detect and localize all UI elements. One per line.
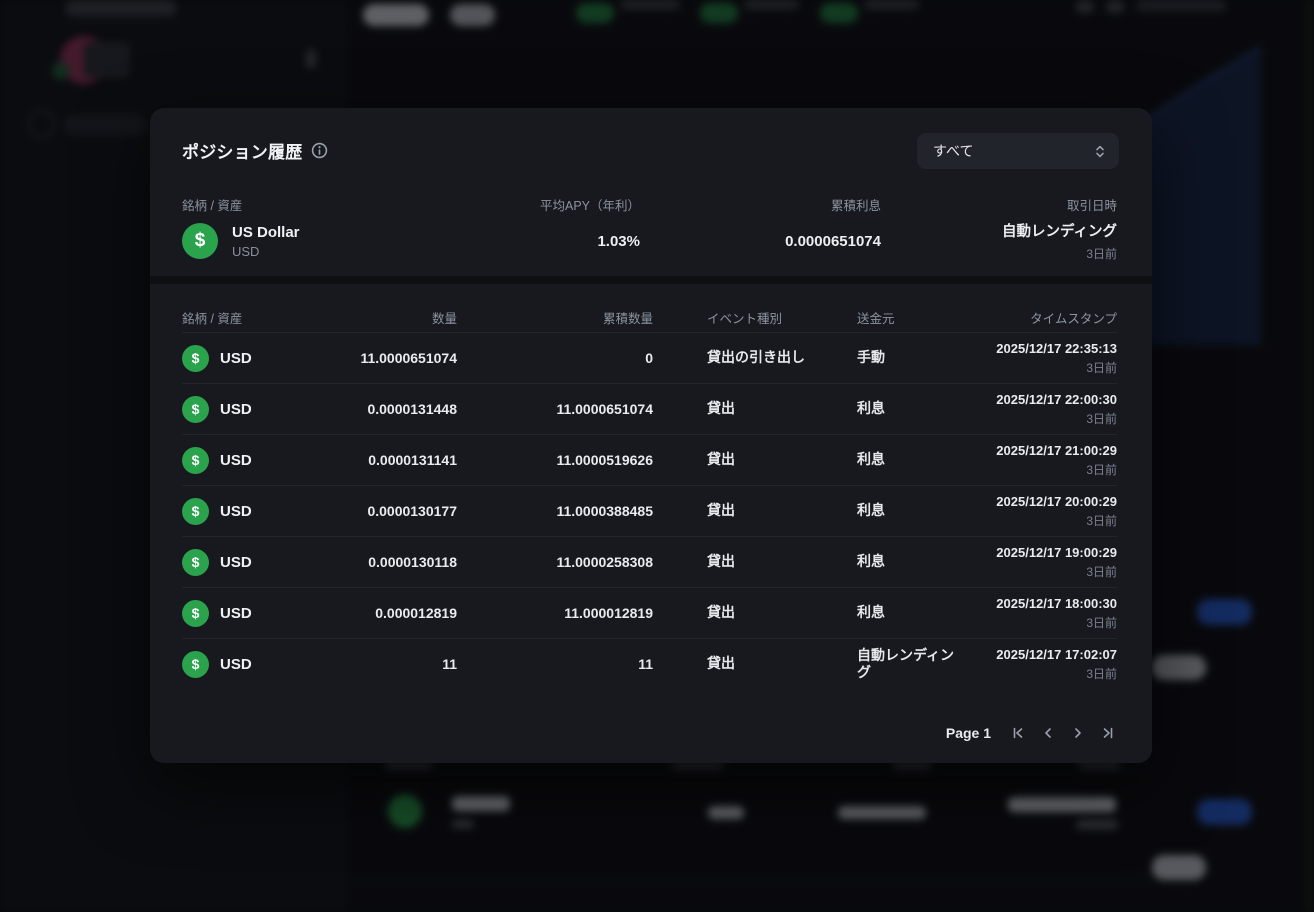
modal-title: ポジション履歴 xyxy=(182,143,303,162)
history-col-cumulative: 累積数量 xyxy=(602,312,653,326)
row-asset-symbol: USD xyxy=(220,451,252,469)
row-timestamp: 2025/12/17 22:35:13 xyxy=(996,340,1117,356)
history-col-timestamp: タイムスタンプ xyxy=(1030,312,1117,326)
row-amount: 0.0000130177 xyxy=(367,503,457,519)
row-source: 利息 xyxy=(857,604,885,621)
asset-symbol: USD xyxy=(232,243,260,259)
row-event-type: 貸出 xyxy=(707,502,735,519)
row-asset-symbol: USD xyxy=(220,604,252,622)
row-source: 利息 xyxy=(857,502,885,519)
row-event-type: 貸出 xyxy=(707,604,735,621)
row-asset-symbol: USD xyxy=(220,655,252,673)
usd-coin-icon: $ xyxy=(182,446,209,474)
summary-col-apy: 平均APY（年利） xyxy=(539,199,640,213)
filter-dropdown[interactable]: すべて xyxy=(917,133,1119,169)
asset-name: US Dollar xyxy=(232,223,300,241)
row-timestamp: 2025/12/17 18:00:30 xyxy=(996,595,1117,611)
row-timestamp: 2025/12/17 17:02:07 xyxy=(996,646,1117,662)
row-relative-time: 3日前 xyxy=(1086,411,1117,426)
history-col-amount: 数量 xyxy=(431,312,457,326)
history-table-row[interactable]: $ USD 0.000012819 11.000012819 貸出 利息 202… xyxy=(182,587,1117,638)
row-relative-time: 3日前 xyxy=(1086,360,1117,375)
row-asset-symbol: USD xyxy=(220,400,252,418)
row-cumulative: 11.0000651074 xyxy=(556,401,653,417)
history-table-row[interactable]: $ USD 11.0000651074 0 貸出の引き出し 手動 2025/12… xyxy=(182,332,1117,383)
row-event-type: 貸出 xyxy=(707,400,735,417)
row-source: 自動レンディング xyxy=(857,646,955,681)
next-page-button[interactable] xyxy=(1067,722,1089,744)
apy-value: 1.03% xyxy=(597,232,640,250)
row-event-type: 貸出 xyxy=(707,553,735,570)
row-relative-time: 3日前 xyxy=(1086,564,1117,579)
row-asset-symbol: USD xyxy=(220,502,252,520)
row-asset-symbol: USD xyxy=(220,349,252,367)
history-table-row[interactable]: $ USD 0.0000131141 11.0000519626 貸出 利息 2… xyxy=(182,434,1117,485)
history-col-asset: 銘柄 / 資産 xyxy=(182,312,243,326)
row-source: 利息 xyxy=(857,451,885,468)
row-asset-symbol: USD xyxy=(220,553,252,571)
history-table-header: 銘柄 / 資産 数量 累積数量 イベント種別 送金元 タイムスタンプ xyxy=(182,308,1117,327)
row-timestamp: 2025/12/17 21:00:29 xyxy=(996,442,1117,458)
usd-coin-icon: $ xyxy=(182,344,209,372)
row-amount: 0.0000131141 xyxy=(368,452,457,468)
summary-relative-time: 3日前 xyxy=(1086,247,1117,261)
history-col-event: イベント種別 xyxy=(707,312,783,326)
row-cumulative: 11.000012819 xyxy=(564,605,653,621)
row-amount: 0.0000131448 xyxy=(367,401,457,417)
summary-table-header: 銘柄 / 資産 平均APY（年利） 累積利息 取引日時 xyxy=(182,195,1117,214)
summary-col-asset: 銘柄 / 資産 xyxy=(182,199,243,213)
summary-event: 自動レンディング xyxy=(1002,224,1117,240)
row-relative-time: 3日前 xyxy=(1086,462,1117,477)
info-icon[interactable] xyxy=(311,142,328,159)
row-timestamp: 2025/12/17 20:00:29 xyxy=(996,493,1117,509)
row-cumulative: 11 xyxy=(638,656,653,672)
usd-coin-icon: $ xyxy=(182,223,218,259)
usd-coin-icon: $ xyxy=(182,599,209,627)
row-amount: 0.000012819 xyxy=(375,605,457,621)
usd-coin-icon: $ xyxy=(182,497,209,525)
row-cumulative: 0 xyxy=(645,350,653,366)
filter-dropdown-value: すべて xyxy=(933,143,974,159)
history-table-row[interactable]: $ USD 11 11 貸出 自動レンディング 2025/12/17 17:02… xyxy=(182,638,1117,689)
row-timestamp: 2025/12/17 19:00:29 xyxy=(996,544,1117,560)
row-relative-time: 3日前 xyxy=(1086,513,1117,528)
row-amount: 11 xyxy=(442,656,457,672)
row-cumulative: 11.0000258308 xyxy=(556,554,653,570)
history-table-row[interactable]: $ USD 0.0000131448 11.0000651074 貸出 利息 2… xyxy=(182,383,1117,434)
summary-col-interest: 累積利息 xyxy=(830,199,881,213)
usd-coin-icon: $ xyxy=(182,650,209,678)
row-relative-time: 3日前 xyxy=(1086,666,1117,681)
position-history-modal: ポジション履歴 すべて 銘柄 / 資産 平均APY（年利） 累積利息 xyxy=(150,108,1152,763)
history-table-body: $ USD 11.0000651074 0 貸出の引き出し 手動 2025/12… xyxy=(182,332,1117,689)
history-table-row[interactable]: $ USD 0.0000130177 11.0000388485 貸出 利息 2… xyxy=(182,485,1117,536)
history-table-row[interactable]: $ USD 0.0000130118 11.0000258308 貸出 利息 2… xyxy=(182,536,1117,587)
row-event-type: 貸出 xyxy=(707,655,735,672)
summary-row[interactable]: $ US Dollar USD 1.03% 0.0000651074 自動レンデ… xyxy=(182,220,1117,262)
modal-summary-section: ポジション履歴 すべて 銘柄 / 資産 平均APY（年利） 累積利息 xyxy=(150,108,1152,276)
row-relative-time: 3日前 xyxy=(1086,615,1117,630)
row-source: 利息 xyxy=(857,553,885,570)
usd-coin-icon: $ xyxy=(182,395,209,423)
row-event-type: 貸出 xyxy=(707,451,735,468)
row-source: 利息 xyxy=(857,400,885,417)
history-col-source: 送金元 xyxy=(857,312,895,326)
previous-page-button[interactable] xyxy=(1037,722,1059,744)
row-amount: 11.0000651074 xyxy=(360,350,457,366)
chevron-up-down-icon xyxy=(1094,144,1106,159)
last-page-button[interactable] xyxy=(1097,722,1119,744)
usd-coin-icon: $ xyxy=(182,548,209,576)
row-cumulative: 11.0000388485 xyxy=(556,503,653,519)
modal-history-section: 銘柄 / 資産 数量 累積数量 イベント種別 送金元 タイムスタンプ $ USD… xyxy=(150,284,1152,763)
first-page-button[interactable] xyxy=(1007,722,1029,744)
row-event-type: 貸出の引き出し xyxy=(707,349,805,366)
pagination: Page 1 xyxy=(946,722,1119,744)
accrued-interest-value: 0.0000651074 xyxy=(785,232,881,250)
row-cumulative: 11.0000519626 xyxy=(556,452,653,468)
row-amount: 0.0000130118 xyxy=(368,554,457,570)
row-timestamp: 2025/12/17 22:00:30 xyxy=(996,391,1117,407)
row-source: 手動 xyxy=(857,349,885,366)
summary-col-date: 取引日時 xyxy=(1066,199,1117,213)
page-label: Page 1 xyxy=(945,725,991,741)
